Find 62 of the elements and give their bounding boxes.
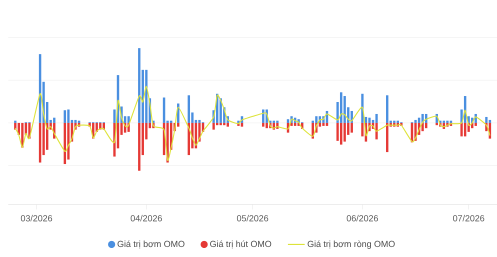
bar <box>396 120 400 124</box>
bar <box>272 120 276 124</box>
bar <box>138 123 140 171</box>
bar <box>64 123 66 164</box>
bar <box>67 110 70 124</box>
bar <box>194 123 198 148</box>
bar <box>421 123 424 132</box>
bar <box>386 123 388 152</box>
bar <box>375 123 378 140</box>
bar <box>344 96 346 124</box>
bar <box>138 48 140 124</box>
bar <box>170 120 172 124</box>
bar <box>446 120 449 124</box>
bar <box>474 123 477 126</box>
bar <box>38 54 42 124</box>
x-tick-label: 04/2026 <box>130 215 162 222</box>
bar <box>78 120 80 124</box>
bar <box>262 123 264 127</box>
x-tick-label: 05/2026 <box>236 215 268 222</box>
bar <box>375 114 378 124</box>
bar <box>386 95 388 124</box>
bar <box>312 123 314 139</box>
x-tick-label: 06/2026 <box>346 215 378 222</box>
bar <box>340 123 342 145</box>
bar <box>424 123 428 128</box>
bar <box>340 92 342 124</box>
bar <box>460 123 463 137</box>
bar <box>294 123 296 126</box>
bar <box>212 123 215 130</box>
bar <box>393 120 396 124</box>
bar <box>14 120 16 124</box>
bar <box>350 123 353 133</box>
bar <box>450 120 452 124</box>
bar <box>266 123 268 128</box>
bar <box>220 98 222 124</box>
bar <box>127 116 130 124</box>
bar <box>488 120 492 124</box>
x-tick-label: 07/2026 <box>453 215 484 222</box>
bar <box>67 123 70 160</box>
bar <box>276 120 279 124</box>
bar <box>485 117 488 124</box>
legend-label: Giá trị bơm ròng OMO <box>308 240 395 249</box>
bar <box>145 70 148 124</box>
bar <box>336 123 339 142</box>
legend-label: Giá trị hút OMO <box>210 240 272 248</box>
bar <box>177 123 180 127</box>
x-tick-label: 03/2026 <box>20 215 52 222</box>
bar <box>442 120 446 124</box>
bar <box>315 116 318 124</box>
bar <box>368 118 371 124</box>
bar <box>188 123 190 156</box>
bar <box>344 123 346 142</box>
bar <box>286 119 290 124</box>
bar <box>188 95 190 124</box>
bar <box>226 123 229 127</box>
bar <box>464 123 466 137</box>
bar <box>64 110 66 124</box>
bar <box>53 118 56 124</box>
bar <box>418 118 420 124</box>
bar <box>262 110 264 124</box>
bar <box>38 123 42 163</box>
legend-label: Giá trị bơm OMO <box>118 240 184 248</box>
